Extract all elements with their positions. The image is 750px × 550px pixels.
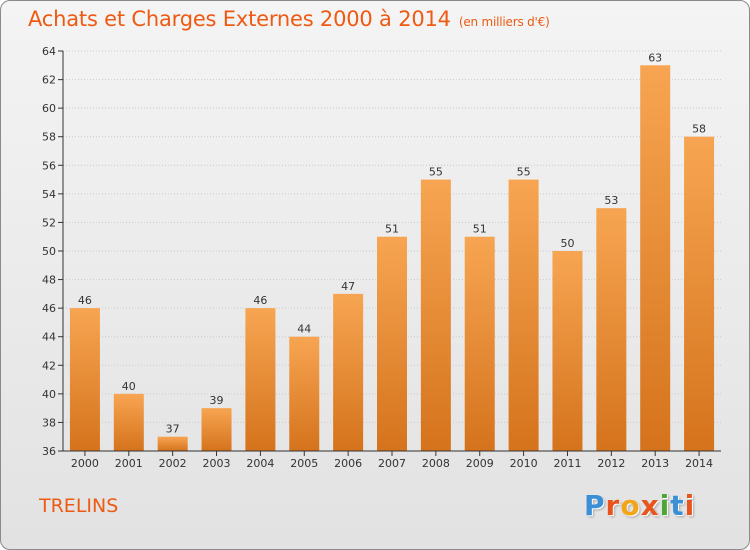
x-tick-label: 2004 [246,457,274,470]
y-tick-label: 54 [42,188,56,201]
bar [377,236,407,451]
logo-letter: i [684,489,696,522]
bar-value-label: 46 [253,294,267,307]
title-text: Achats et Charges Externes 2000 à 2014 [28,7,451,31]
logo-letter: x [640,489,660,522]
x-tick-label: 2003 [203,457,231,470]
x-tick-label: 2005 [290,457,318,470]
logo-letter: P [584,489,606,522]
bar-value-label: 55 [517,166,531,179]
logo-letter: r [605,489,621,522]
y-tick-label: 36 [42,445,56,458]
x-tick-label: 2013 [641,457,669,470]
bar [201,408,232,451]
bar [289,336,320,451]
x-tick-label: 2009 [466,457,494,470]
y-tick-label: 52 [42,216,56,229]
x-tick-label: 2010 [510,457,538,470]
bar [113,393,144,451]
chart-title: Achats et Charges Externes 2000 à 2014 (e… [28,7,550,31]
y-tick-label: 64 [42,45,56,58]
bar-value-label: 51 [385,223,399,236]
y-tick-label: 42 [42,359,56,372]
bar [69,308,100,451]
y-tick-label: 44 [42,331,56,344]
bar [420,179,451,452]
logo-letter: i [659,489,671,522]
y-tick-label: 38 [42,416,56,429]
x-tick-label: 2001 [115,457,143,470]
bar-value-label: 53 [604,194,618,207]
y-tick-label: 50 [42,245,56,258]
bar-value-label: 37 [166,423,180,436]
y-tick-label: 56 [42,159,56,172]
bar [640,65,671,452]
bar [596,208,627,451]
bar [464,236,495,451]
bar-value-label: 44 [297,323,311,336]
title-unit: (en milliers d'€) [458,15,550,29]
proxiti-logo: Proxiti [584,489,695,522]
x-tick-label: 2006 [334,457,362,470]
bar-value-label: 58 [692,123,706,136]
x-axis: 2000 2001 2002 2003 2004 2005 2006 2007 2008 2009… [63,450,721,470]
bar-value-label: 47 [341,280,355,293]
y-tick-label: 40 [42,388,56,401]
y-tick-label: 48 [42,274,56,287]
x-tick-label: 2002 [159,457,187,470]
bar [552,251,583,451]
x-tick-label: 2007 [378,457,406,470]
bar [333,293,364,451]
bar-value-label: 55 [429,166,443,179]
x-tick-label: 2008 [422,457,450,470]
y-tick-label: 58 [42,131,56,144]
y-tick-label: 46 [42,302,56,315]
bar-value-label: 40 [122,380,136,393]
logo-letter: t [670,489,685,522]
x-tick-label: 2000 [71,457,99,470]
y-tick-label: 60 [42,102,56,115]
bar-value-label: 46 [78,294,92,307]
bar-value-label: 39 [210,394,224,407]
logo-letter: o [620,489,641,522]
commune-name: TRELINS [39,495,119,517]
bar-value-label: 51 [473,223,487,236]
bar [684,136,715,451]
bar [157,436,188,451]
x-tick-label: 2014 [685,457,713,470]
bars: 46 40 37 39 46 44 47 51 55 51 55 50 53 63 58 [69,51,715,452]
bar [245,308,276,451]
bar [508,179,539,452]
y-tick-label: 62 [42,74,56,87]
x-tick-label: 2011 [553,457,581,470]
x-tick-label: 2012 [597,457,625,470]
y-axis: 36 38 40 42 44 46 48 50 52 54 56 58 60 62 64 [42,45,64,458]
bar-value-label: 63 [648,51,662,64]
bar-value-label: 50 [560,237,574,250]
